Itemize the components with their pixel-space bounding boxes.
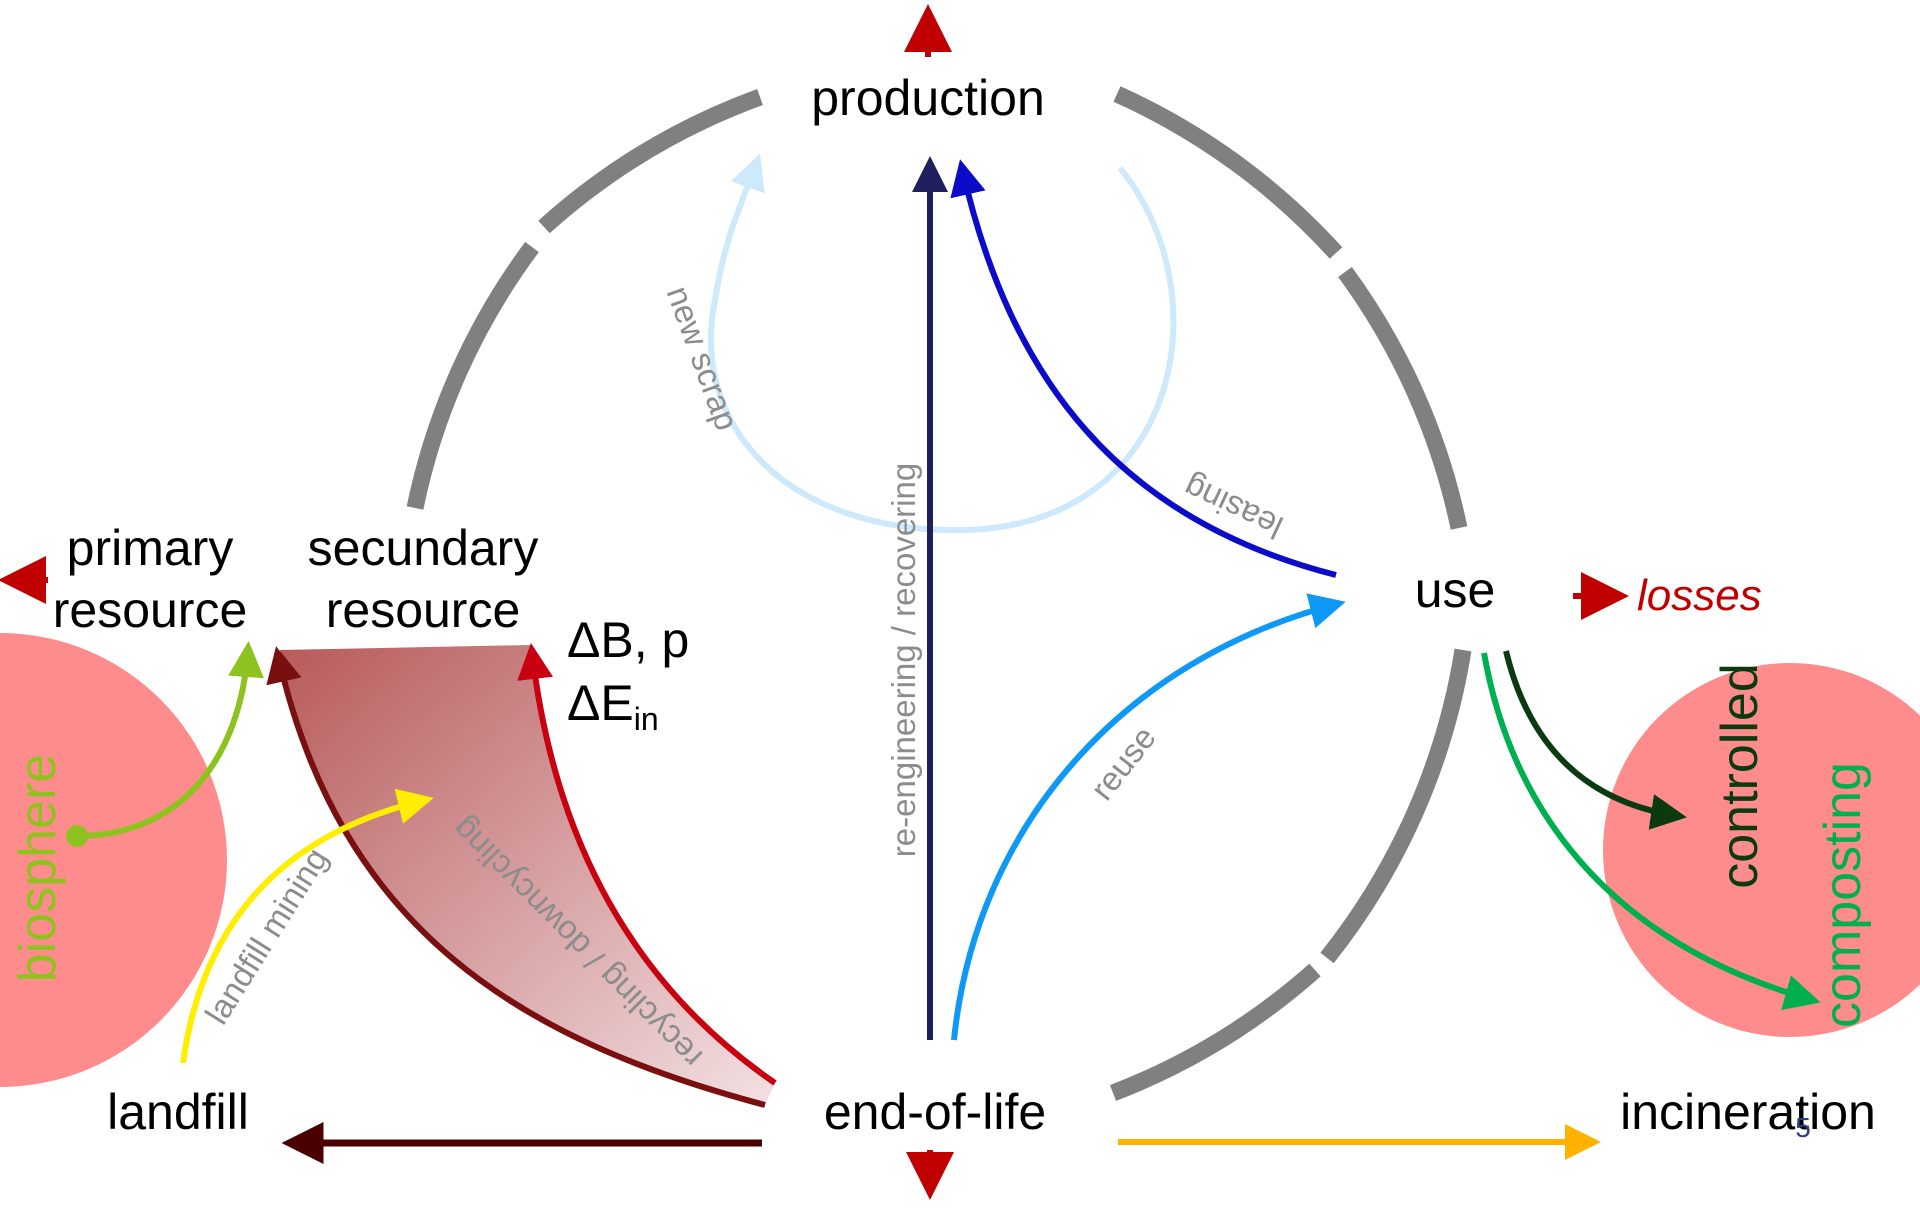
page-number: 5 xyxy=(1795,1112,1811,1143)
re-engineering-label: re-engineering / recovering xyxy=(885,463,922,857)
primary-resource-label-line2: resource xyxy=(53,582,248,638)
recycling-arrow xyxy=(517,643,777,1086)
biosphere-zone xyxy=(0,633,227,1087)
ring-segment-lower-right xyxy=(1320,648,1472,964)
reuse-arrow xyxy=(951,593,1346,1041)
ring-segment-left-lower xyxy=(406,241,539,510)
incineration-label: incineration xyxy=(1620,1084,1876,1140)
biosphere-label: biosphere xyxy=(9,754,67,982)
controlled-label: controlled xyxy=(1711,663,1769,888)
new-scrap-loop xyxy=(708,153,1177,534)
downcycling-arrow xyxy=(266,646,766,1108)
controlled-arrow xyxy=(1503,650,1687,830)
ring-segment-left-upper xyxy=(538,89,763,234)
recycling-band xyxy=(280,645,775,1105)
ring-segment-bottom xyxy=(1109,963,1321,1101)
use-label: use xyxy=(1415,562,1496,618)
landfill-mining-arrow xyxy=(180,788,434,1064)
ring-segment-right-lower xyxy=(1338,266,1468,530)
delta-e-text: ΔE xyxy=(567,675,634,731)
primary-resource-label-line1: primary xyxy=(67,520,234,576)
composting-arrow xyxy=(1481,652,1821,1010)
new-scrap-label: new scrap xyxy=(660,281,746,435)
ring-segment-right-upper xyxy=(1113,86,1343,259)
delta-b-p-label: ΔB, p xyxy=(567,612,689,668)
reuse-label: reuse xyxy=(1083,719,1163,807)
cycle-ring xyxy=(406,86,1472,1101)
leasing-label: leasing xyxy=(1178,469,1288,547)
leasing-arrow xyxy=(950,159,1337,578)
biosphere-arrow xyxy=(76,641,264,839)
landfill-label: landfill xyxy=(107,1084,249,1140)
production-label: production xyxy=(811,70,1045,126)
biosphere-source-dot xyxy=(66,825,88,847)
end-of-life-label: end-of-life xyxy=(824,1084,1046,1140)
secundary-resource-label-line2: resource xyxy=(326,582,521,638)
delta-e-subscript: in xyxy=(634,701,659,737)
delta-e-in-label: ΔEin xyxy=(567,675,659,737)
composting-label: composting xyxy=(1814,762,1872,1028)
losses-label: losses xyxy=(1637,571,1762,620)
secundary-resource-label-line1: secundary xyxy=(308,520,539,576)
